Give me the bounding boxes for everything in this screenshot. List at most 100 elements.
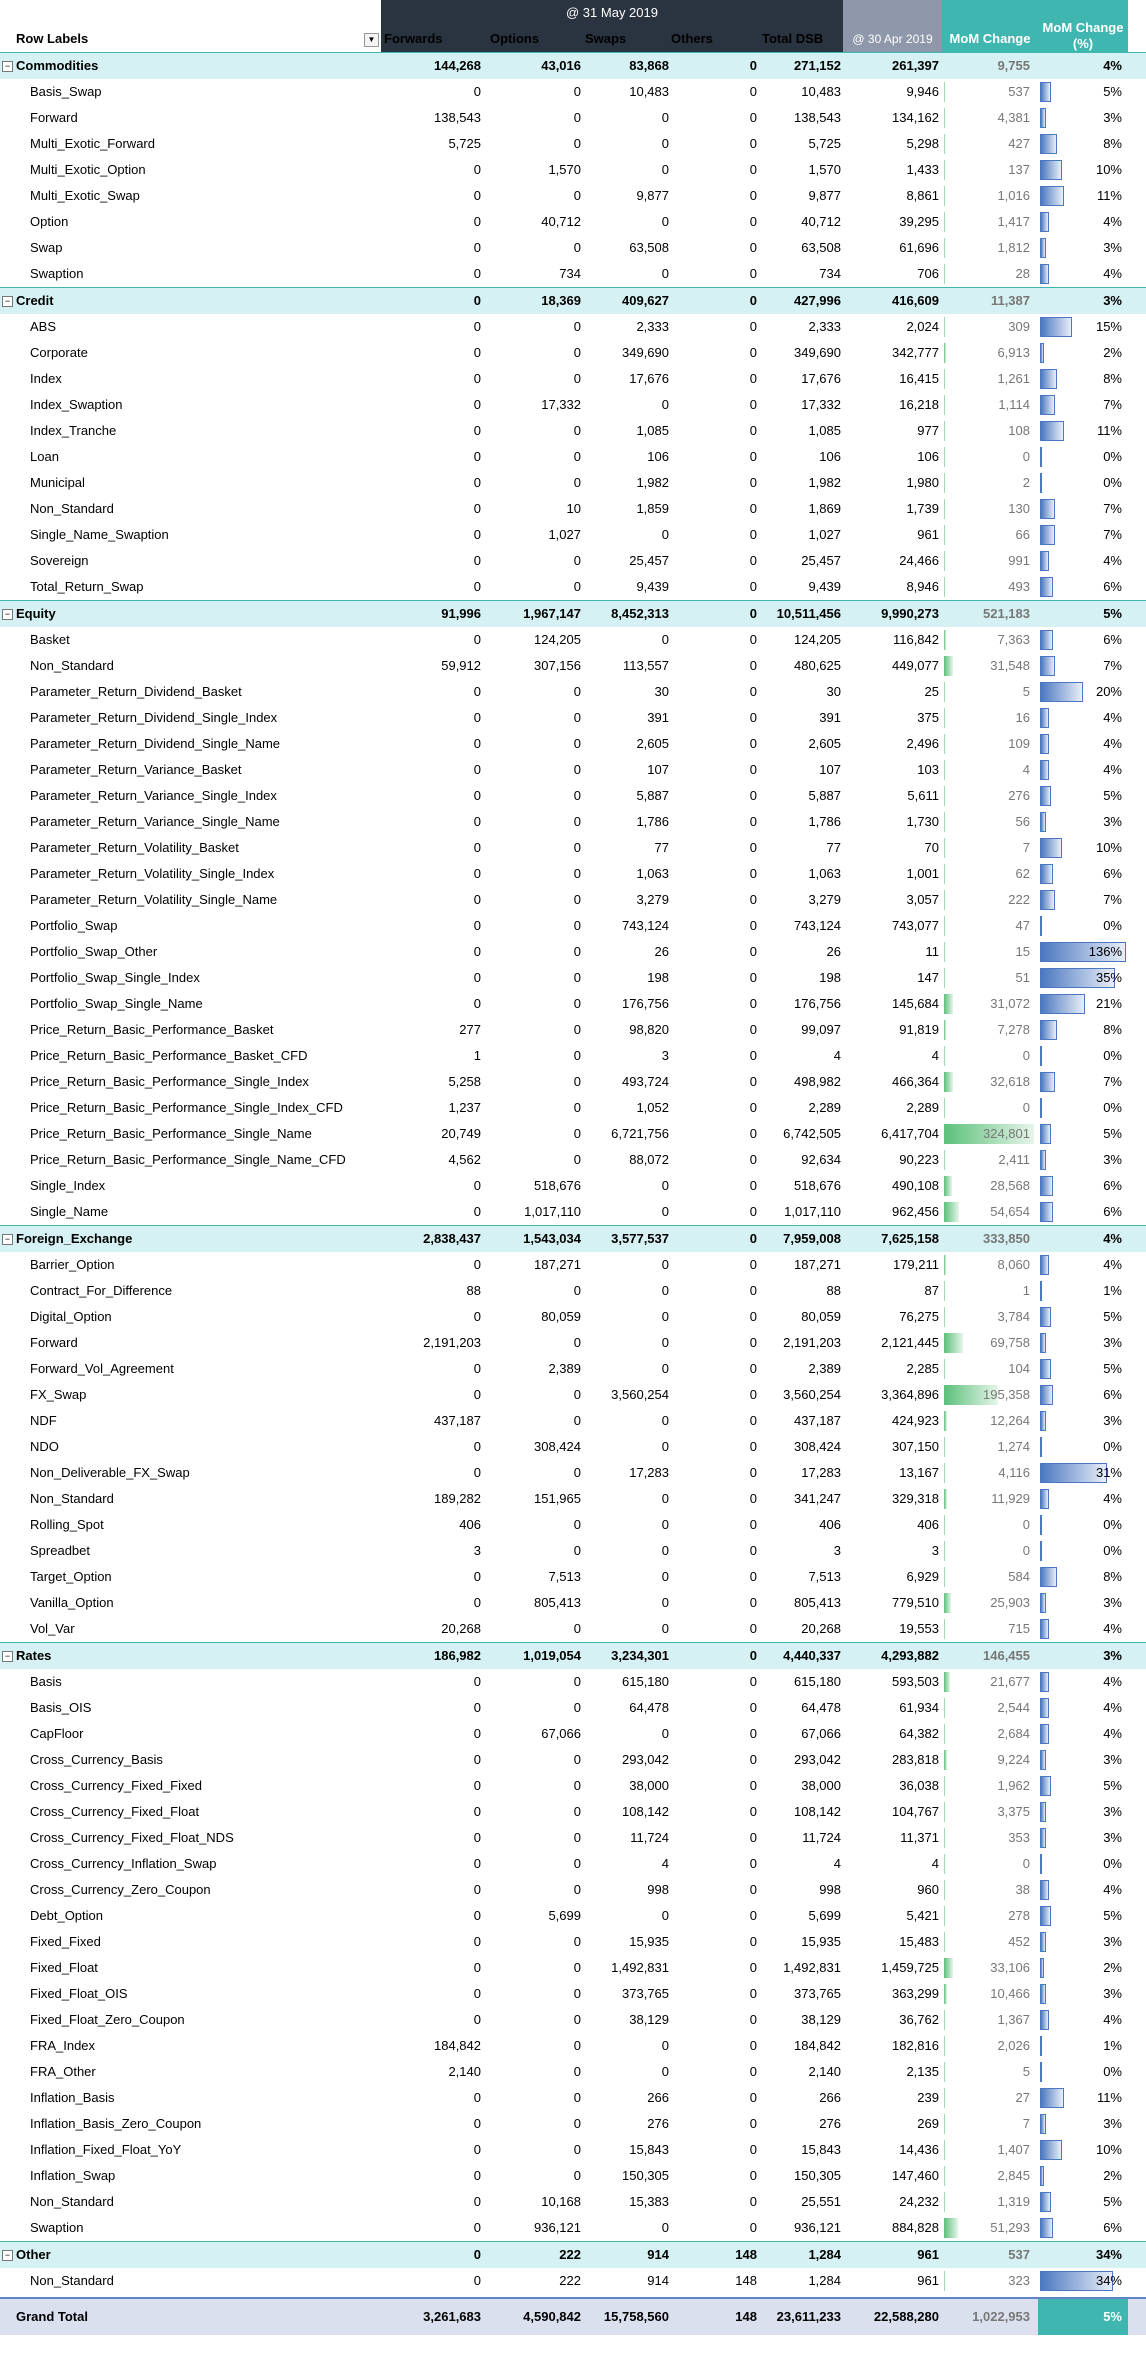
cell-forwards: 0 [473,2220,481,2235]
collapse-icon[interactable]: − [2,296,13,308]
cell-prev: 9,990,273 [881,606,939,621]
group-row[interactable]: − Foreign_Exchange 2,838,437 1,543,034 3,577… [0,1225,1146,1252]
pct-value: 3% [1103,814,1122,829]
grand-total-forwards: 3,261,683 [423,2309,481,2324]
row-label-text: Debt_Option [30,1908,103,1923]
group-row[interactable]: − Rates 186,982 1,019,054 3,234,301 0 4,440,33… [0,1642,1146,1669]
cell-others: 0 [749,1804,757,1819]
row-label-text: Parameter_Return_Volatility_Basket [30,840,239,855]
pct-value: 1% [1103,1283,1122,1298]
cell-swaps: 391 [647,710,669,725]
cell-others: 0 [749,1491,757,1506]
mom-data-bar [944,2036,945,2056]
mom-data-bar [944,1619,945,1639]
cell-others: 0 [749,1309,757,1324]
mom-value: 69,758 [990,1335,1030,1350]
filter-dropdown-icon[interactable]: ▼ [364,33,379,47]
pct-data-bar [1040,1958,1045,1978]
pct-data-bar [1040,734,1049,754]
pct-data-bar [1040,1489,1049,1509]
pct-value: 4% [1103,266,1122,281]
cell-others: 0 [749,1517,757,1532]
cell-options: 0 [573,2038,581,2053]
cell-swaps: 107 [647,762,669,777]
cell-total-dsb: 4 [833,1048,841,1063]
group-row[interactable]: − Other 0 222 914 148 1,284 961 537 34% [0,2241,1146,2268]
cell-total-dsb: 2,140 [808,2064,841,2079]
row-label-text: Parameter_Return_Variance_Basket [30,762,242,777]
cell-total-dsb: 1,869 [808,501,841,516]
cell-others: 0 [749,1778,757,1793]
table-row: Portfolio_Swap_Single_Name 0 0 176,756 0 176,… [0,991,1146,1017]
cell-mom-change: 51,293 [942,2215,1036,2241]
cell-total-dsb: 266 [819,2090,841,2105]
mom-data-bar [944,1020,947,1040]
cell-options: 0 [573,1830,581,1845]
pct-value: 2% [1103,345,1122,360]
pct-data-bar [1040,1411,1047,1431]
cell-total-dsb: 64,478 [801,1700,841,1715]
collapse-icon[interactable]: − [2,1234,13,1246]
cell-forwards: 0 [473,2142,481,2157]
cell-prev: 64,382 [899,1726,939,1741]
pct-data-bar [1040,1698,1049,1718]
pct-data-bar [1040,838,1062,858]
pct-value: 0% [1103,1439,1122,1454]
cell-mom-change: 2,026 [942,2033,1036,2059]
cell-swaps: 150,305 [622,2168,669,2183]
cell-forwards: 0 [473,814,481,829]
row-label: Target_Option [30,1564,390,1590]
cell-swaps: 0 [661,397,669,412]
row-label: FRA_Other [30,2059,390,2085]
cell-total-dsb: 518,676 [794,1178,841,1193]
cell-swaps: 3,560,254 [611,1387,669,1402]
mom-data-bar [944,473,945,493]
mom-value: 0 [1022,1543,1030,1558]
mom-value: 51,293 [990,2220,1030,2235]
cell-mom-change: 28,568 [942,1173,1036,1199]
mom-data-bar [944,577,945,597]
cell-prev: 36,038 [899,1778,939,1793]
cell-mom-change: 104 [942,1356,1036,1382]
mom-value: 130 [1008,501,1030,516]
mom-data-bar [944,160,945,180]
cell-total-dsb: 198 [819,970,841,985]
cell-forwards: 0 [473,1465,481,1480]
cell-mom-change-pct: 10% [1038,157,1126,183]
row-label: Cross_Currency_Basis [30,1747,390,1773]
collapse-icon[interactable]: − [2,609,13,621]
prev-date-header [843,0,942,52]
cell-mom-change-pct: 31% [1038,1460,1126,1486]
collapse-icon[interactable]: − [2,1651,13,1663]
cell-mom-change-pct: 5% [1038,1773,1126,1799]
cell-total-dsb: 15,935 [801,1934,841,1949]
cell-mom-change-pct: 8% [1038,1017,1126,1043]
row-label: Barrier_Option [30,1252,390,1278]
cell-mom-change: 0 [942,1043,1036,1069]
group-row[interactable]: − Commodities 144,268 43,016 83,868 0 271,152 2… [0,52,1146,79]
collapse-icon[interactable]: − [2,2250,13,2262]
cell-mom-change-pct: 8% [1038,366,1126,392]
row-label: Cross_Currency_Zero_Coupon [30,1877,390,1903]
mom-data-bar [944,1202,960,1222]
mom-change-pct-header-bg [1038,0,1128,52]
group-row[interactable]: − Credit 0 18,369 409,627 0 427,996 416,609 11,3… [0,287,1146,314]
cell-swaps: 409,627 [622,293,669,308]
pct-data-bar [1040,186,1064,206]
cell-options: 0 [573,2090,581,2105]
cell-options: 1,543,034 [523,1231,581,1246]
cell-others: 0 [749,944,757,959]
cell-total-dsb: 1,492,831 [783,1960,841,1975]
collapse-icon[interactable]: − [2,61,13,73]
row-label-text: Rolling_Spot [30,1517,104,1532]
cell-total-dsb: 1,027 [808,527,841,542]
pct-data-bar [1040,1802,1047,1822]
row-label: Fixed_Float_Zero_Coupon [30,2007,390,2033]
pct-value: 3% [1103,1413,1122,1428]
group-row[interactable]: − Equity 91,996 1,967,147 8,452,313 0 10,511,4… [0,600,1146,627]
cell-total-dsb: 1,982 [808,475,841,490]
cell-mom-change-pct: 5% [1038,601,1126,627]
cell-mom-change: 0 [942,1851,1036,1877]
row-label-text: FRA_Index [30,2038,96,2053]
pct-data-bar [1040,317,1073,337]
